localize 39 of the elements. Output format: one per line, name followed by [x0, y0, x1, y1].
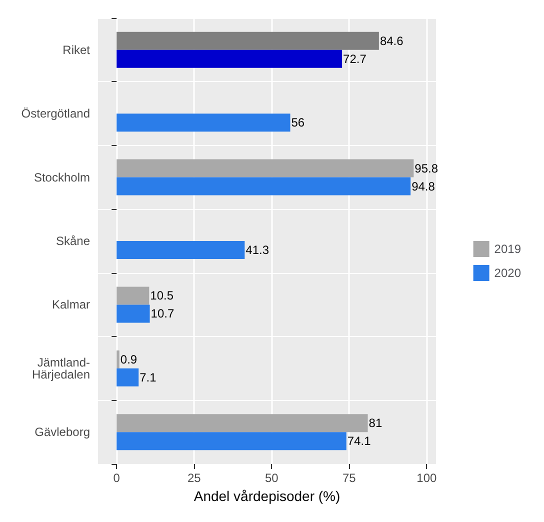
data-label: 84.6	[380, 34, 404, 48]
bar	[116, 414, 368, 432]
bar	[116, 304, 150, 323]
y-tick-label: Riket	[62, 42, 91, 57]
data-label: 10.5	[150, 288, 174, 303]
bar	[116, 241, 245, 259]
y-tick-label: Kalmar	[52, 298, 90, 312]
x-tick-label: 25	[187, 471, 202, 485]
bar	[116, 114, 290, 132]
y-tick-label: Gävleborg	[34, 425, 90, 440]
data-label: 72.7	[343, 52, 367, 66]
bar	[116, 159, 414, 178]
data-label: 0.9	[120, 352, 138, 366]
bar	[116, 286, 150, 305]
bar	[116, 50, 342, 68]
y-tick-label: Skåne	[56, 234, 90, 248]
bar	[116, 432, 346, 450]
x-tick-label: 100	[416, 471, 438, 485]
data-label: 7.1	[140, 370, 157, 384]
y-tick-label: Jämtland-Härjedalen	[32, 355, 90, 382]
y-tick-label: Östergötland	[21, 106, 90, 121]
data-label: 94.8	[412, 179, 436, 194]
data-label: 41.3	[246, 243, 270, 257]
x-tick-label: 0	[113, 471, 120, 485]
x-tick-label: 50	[264, 471, 279, 485]
data-label: 10.7	[150, 306, 174, 321]
bar	[116, 368, 139, 386]
data-label: 95.8	[414, 161, 438, 176]
legend-label: 2020	[494, 266, 522, 280]
data-label: 74.1	[347, 434, 372, 448]
data-label: 56	[291, 116, 305, 130]
y-tick-label: Stockholm	[34, 170, 90, 184]
bar	[116, 32, 379, 50]
data-label: 81	[368, 416, 382, 430]
x-tick-label: 75	[342, 471, 356, 485]
bar	[116, 177, 411, 196]
x-axis-title: Andel vårdepisoder (%)	[194, 488, 340, 504]
bar	[116, 350, 120, 368]
legend-label: 2019	[494, 242, 522, 256]
